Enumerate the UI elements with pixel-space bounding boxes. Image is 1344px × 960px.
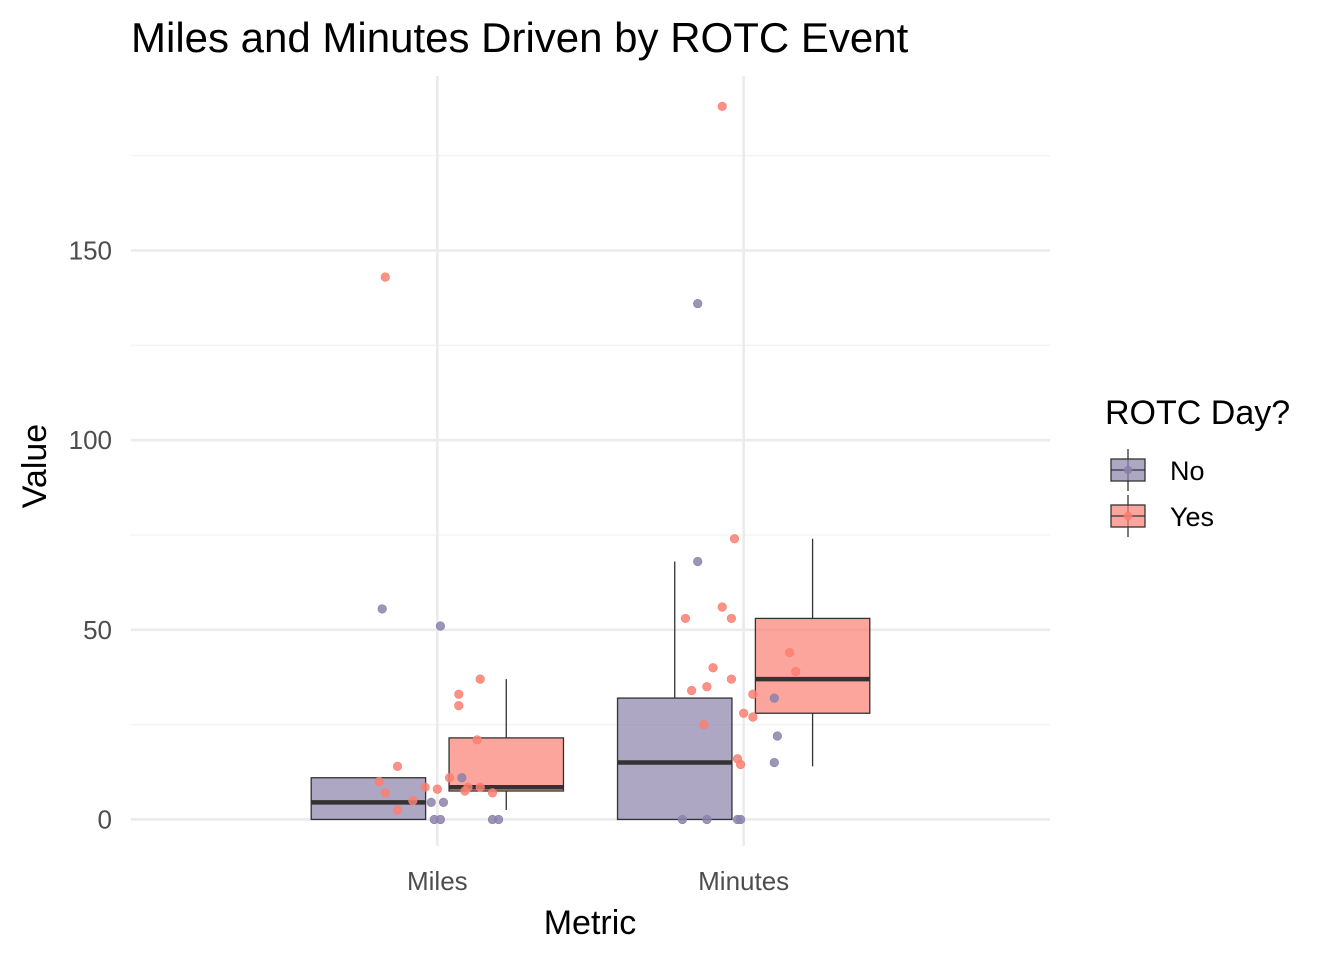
data-point-yes [454, 701, 464, 711]
data-point-no [426, 797, 436, 807]
legend-key-point [1123, 511, 1133, 521]
data-point-yes [686, 685, 697, 696]
data-point-no [693, 298, 703, 309]
y-tick-labels: 0 50 100 150 [69, 235, 112, 834]
boxplot-no-minutes [616, 561, 733, 821]
data-point-no [435, 814, 445, 825]
boxplot-no-miles [310, 777, 427, 821]
y-tick-label: 0 [98, 804, 112, 834]
data-point-yes [748, 712, 758, 722]
x-axis-title: Metric [544, 904, 637, 942]
data-point-yes [487, 788, 498, 798]
y-tick-label: 100 [69, 425, 112, 455]
data-point-yes [444, 773, 455, 783]
data-point-yes [748, 689, 758, 699]
data-point-yes [475, 674, 485, 684]
legend-item-no: No [1110, 449, 1205, 491]
data-point-yes [785, 647, 795, 658]
data-point-no [702, 814, 712, 825]
data-point-yes [729, 534, 740, 544]
major-gridlines [131, 76, 1050, 846]
minor-gridlines [131, 155, 1050, 726]
data-point-yes [460, 786, 470, 796]
legend-label: Yes [1170, 502, 1214, 532]
data-point-no [377, 604, 387, 614]
legend: ROTC Day? No Yes [1105, 394, 1290, 537]
legend-title: ROTC Day? [1105, 394, 1290, 432]
boxplot-yes-miles [448, 679, 565, 810]
legend-label: No [1170, 456, 1205, 486]
x-tick-label: Miles [407, 866, 468, 896]
data-point-yes [708, 663, 718, 673]
y-tick-label: 50 [83, 615, 112, 645]
data-point-yes [408, 795, 418, 806]
data-point-no [457, 773, 467, 783]
data-point-no [769, 693, 779, 703]
boxplot-yes-minutes [754, 538, 871, 767]
data-point-yes [702, 682, 712, 692]
data-point-no [438, 797, 449, 807]
y-tick-label: 150 [69, 235, 112, 265]
data-point-no [677, 814, 688, 825]
data-point-yes [380, 788, 390, 798]
data-point-yes [392, 761, 403, 771]
x-tick-label: Minutes [698, 866, 789, 896]
data-point-yes [717, 602, 727, 612]
legend-item-yes: Yes [1110, 495, 1214, 537]
legend-key-point [1123, 465, 1133, 475]
data-point-no [772, 731, 782, 741]
data-point-yes [475, 782, 485, 792]
boxplots [310, 538, 871, 821]
data-point-yes [380, 272, 390, 282]
data-point-yes [374, 776, 384, 787]
y-axis-title: Value [16, 424, 54, 508]
data-point-yes [726, 613, 737, 624]
data-point-yes [736, 759, 746, 770]
chart-title: Miles and Minutes Driven by ROTC Event [131, 14, 909, 61]
data-point-yes [717, 101, 727, 111]
x-tick-labels: Miles Minutes [407, 866, 789, 896]
data-point-no [736, 814, 746, 825]
data-point-no [693, 556, 703, 567]
data-point-no [769, 757, 779, 768]
jitter-points [374, 101, 801, 825]
box [616, 697, 733, 821]
data-point-yes [472, 735, 482, 745]
data-point-yes [739, 708, 749, 718]
data-point-yes [432, 784, 442, 794]
data-point-yes [454, 689, 464, 699]
box [310, 777, 427, 821]
box [448, 737, 565, 792]
data-point-yes [791, 666, 801, 677]
data-point-yes [392, 805, 403, 815]
data-point-no [494, 814, 504, 825]
data-point-yes [420, 782, 430, 792]
data-point-yes [680, 613, 691, 624]
data-point-yes [726, 674, 737, 684]
data-point-no [435, 621, 445, 631]
data-point-yes [699, 720, 709, 730]
